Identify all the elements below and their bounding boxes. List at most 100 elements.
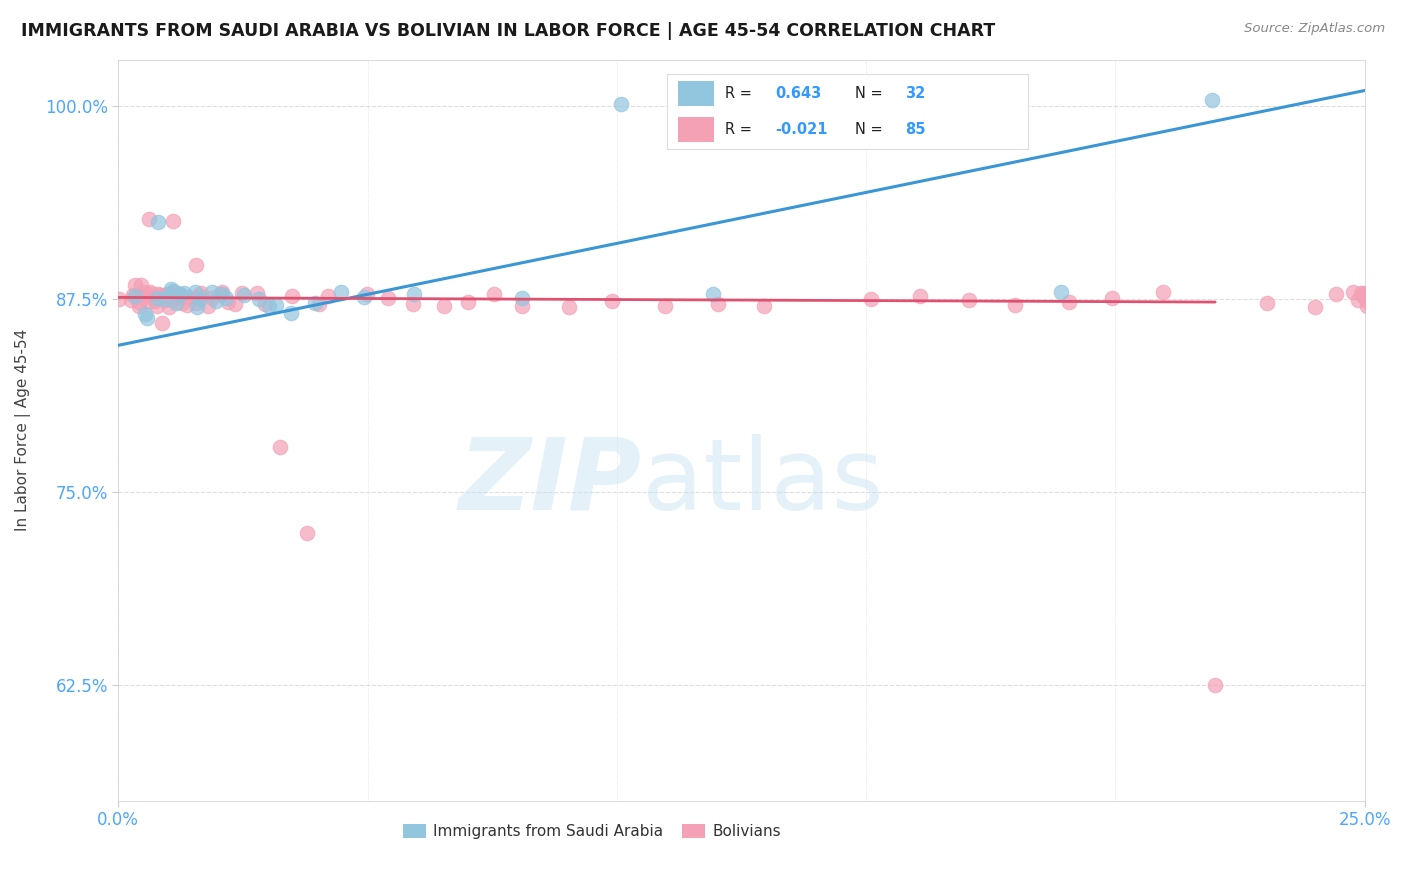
- Point: [165, 295, 187, 310]
- Point: [558, 300, 581, 314]
- Point: [159, 282, 181, 296]
- Point: [143, 294, 166, 309]
- Point: [152, 316, 174, 330]
- Point: [316, 289, 339, 303]
- Point: [186, 259, 208, 273]
- Point: [1353, 290, 1375, 304]
- Point: [702, 287, 724, 301]
- Point: [1347, 293, 1369, 307]
- Point: [148, 290, 170, 304]
- Text: ZIP: ZIP: [458, 434, 641, 531]
- Text: atlas: atlas: [641, 434, 883, 531]
- Point: [510, 299, 533, 313]
- Point: [377, 291, 399, 305]
- Point: [153, 293, 176, 307]
- Point: [129, 278, 152, 293]
- Point: [433, 299, 456, 313]
- Point: [1351, 287, 1374, 301]
- Point: [231, 286, 253, 301]
- Point: [356, 287, 378, 301]
- Point: [108, 292, 131, 306]
- Point: [136, 310, 159, 325]
- Point: [1256, 296, 1278, 310]
- Point: [859, 292, 882, 306]
- Point: [176, 298, 198, 312]
- Point: [1204, 678, 1226, 692]
- Point: [138, 212, 160, 227]
- Point: [329, 285, 352, 299]
- Point: [253, 296, 276, 310]
- Point: [308, 297, 330, 311]
- Point: [1341, 285, 1364, 300]
- Point: [269, 440, 291, 454]
- Point: [120, 293, 142, 307]
- Point: [188, 293, 211, 307]
- Point: [1057, 294, 1080, 309]
- Point: [353, 290, 375, 304]
- Point: [295, 526, 318, 541]
- Point: [1324, 286, 1347, 301]
- Point: [280, 306, 302, 320]
- Point: [166, 286, 188, 301]
- Point: [215, 291, 238, 305]
- Point: [162, 214, 184, 228]
- Point: [124, 289, 146, 303]
- Point: [173, 286, 195, 301]
- Point: [153, 288, 176, 302]
- Point: [146, 299, 169, 313]
- Point: [169, 290, 191, 304]
- Point: [132, 289, 155, 303]
- Point: [957, 293, 980, 307]
- Point: [197, 299, 219, 313]
- Point: [402, 297, 425, 311]
- Point: [1152, 285, 1174, 300]
- Point: [404, 287, 426, 301]
- Point: [200, 292, 222, 306]
- Point: [1201, 93, 1223, 107]
- Point: [1004, 297, 1026, 311]
- Point: [121, 287, 143, 301]
- Point: [1357, 299, 1379, 313]
- Point: [162, 285, 184, 299]
- Point: [1357, 295, 1379, 310]
- Point: [204, 293, 226, 308]
- Point: [654, 299, 676, 313]
- Point: [233, 287, 256, 301]
- Point: [304, 295, 326, 310]
- Point: [146, 215, 169, 229]
- Point: [172, 290, 194, 304]
- Point: [136, 295, 159, 310]
- Point: [910, 289, 932, 303]
- Point: [1101, 291, 1123, 305]
- Point: [246, 285, 269, 300]
- Text: IMMIGRANTS FROM SAUDI ARABIA VS BOLIVIAN IN LABOR FORCE | AGE 45-54 CORRELATION : IMMIGRANTS FROM SAUDI ARABIA VS BOLIVIAN…: [21, 22, 995, 40]
- Point: [1303, 300, 1326, 314]
- Point: [156, 287, 179, 301]
- Point: [124, 278, 146, 293]
- Point: [187, 287, 209, 301]
- Point: [257, 299, 280, 313]
- Point: [146, 287, 169, 301]
- Point: [162, 293, 184, 308]
- Text: Source: ZipAtlas.com: Source: ZipAtlas.com: [1244, 22, 1385, 36]
- Legend: Immigrants from Saudi Arabia, Bolivians: Immigrants from Saudi Arabia, Bolivians: [396, 818, 787, 845]
- Point: [146, 291, 169, 305]
- Point: [211, 285, 233, 299]
- Y-axis label: In Labor Force | Age 45-54: In Labor Force | Age 45-54: [15, 329, 31, 532]
- Point: [752, 299, 775, 313]
- Point: [281, 288, 304, 302]
- Point: [139, 285, 162, 299]
- Point: [1350, 286, 1372, 301]
- Point: [177, 289, 200, 303]
- Point: [186, 300, 208, 314]
- Point: [264, 298, 287, 312]
- Point: [482, 287, 505, 301]
- Point: [141, 287, 163, 301]
- Point: [169, 287, 191, 301]
- Point: [141, 288, 163, 302]
- Point: [224, 297, 246, 311]
- Point: [457, 295, 479, 310]
- Point: [139, 289, 162, 303]
- Point: [165, 285, 187, 300]
- Point: [153, 292, 176, 306]
